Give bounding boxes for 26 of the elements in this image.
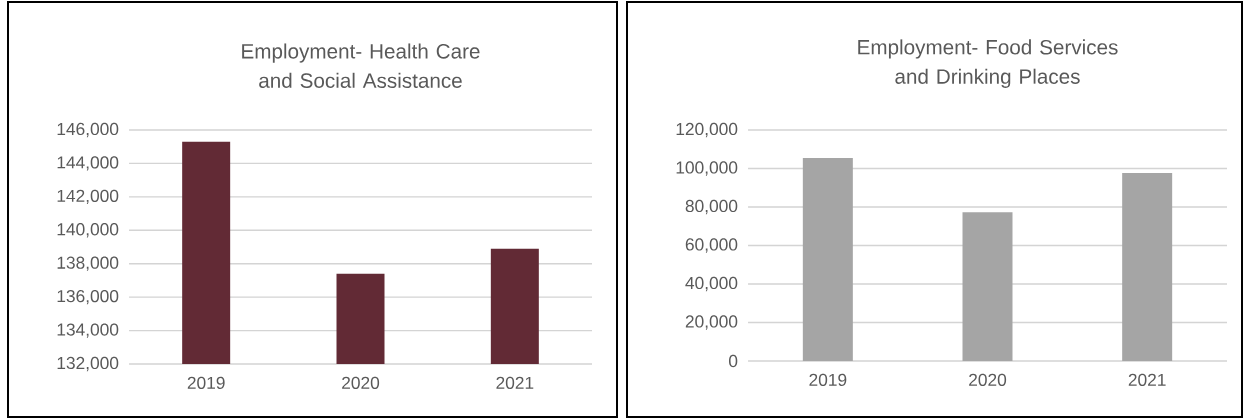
x-tick-label: 2021 [1128, 373, 1166, 386]
y-tick-label: 146,000 [57, 122, 119, 138]
chart-title: Employment- Health Care and Social Assistance [242, 43, 480, 88]
y-tick-label: 100,000 [676, 161, 738, 176]
y-tick-label: 132,000 [57, 356, 119, 372]
y-tick-label: 20,000 [685, 315, 738, 330]
bar [962, 212, 1013, 361]
bar [802, 158, 853, 361]
x-tick-label: 2020 [969, 373, 1007, 386]
y-tick-label: 138,000 [57, 256, 119, 271]
y-tick-label: 40,000 [685, 276, 738, 292]
y-tick-label: 60,000 [685, 238, 738, 253]
x-tick-label: 2019 [809, 373, 847, 386]
x-tick-label: 2021 [496, 376, 534, 389]
y-tick-label: 120,000 [676, 122, 738, 138]
bar [1122, 172, 1173, 361]
y-tick-label: 134,000 [57, 323, 119, 338]
y-tick-label: 142,000 [57, 189, 119, 205]
chart-title: Employment- Food Services and Drinking Places [858, 39, 1118, 88]
y-tick-label: 136,000 [57, 289, 119, 305]
x-tick-label: 2019 [187, 376, 225, 389]
y-tick-label: 144,000 [57, 156, 119, 171]
y-tick-label: 80,000 [685, 199, 738, 215]
x-tick-label: 2020 [342, 376, 380, 389]
y-tick-label: 0 [728, 354, 738, 368]
y-tick-label: 140,000 [57, 223, 119, 238]
